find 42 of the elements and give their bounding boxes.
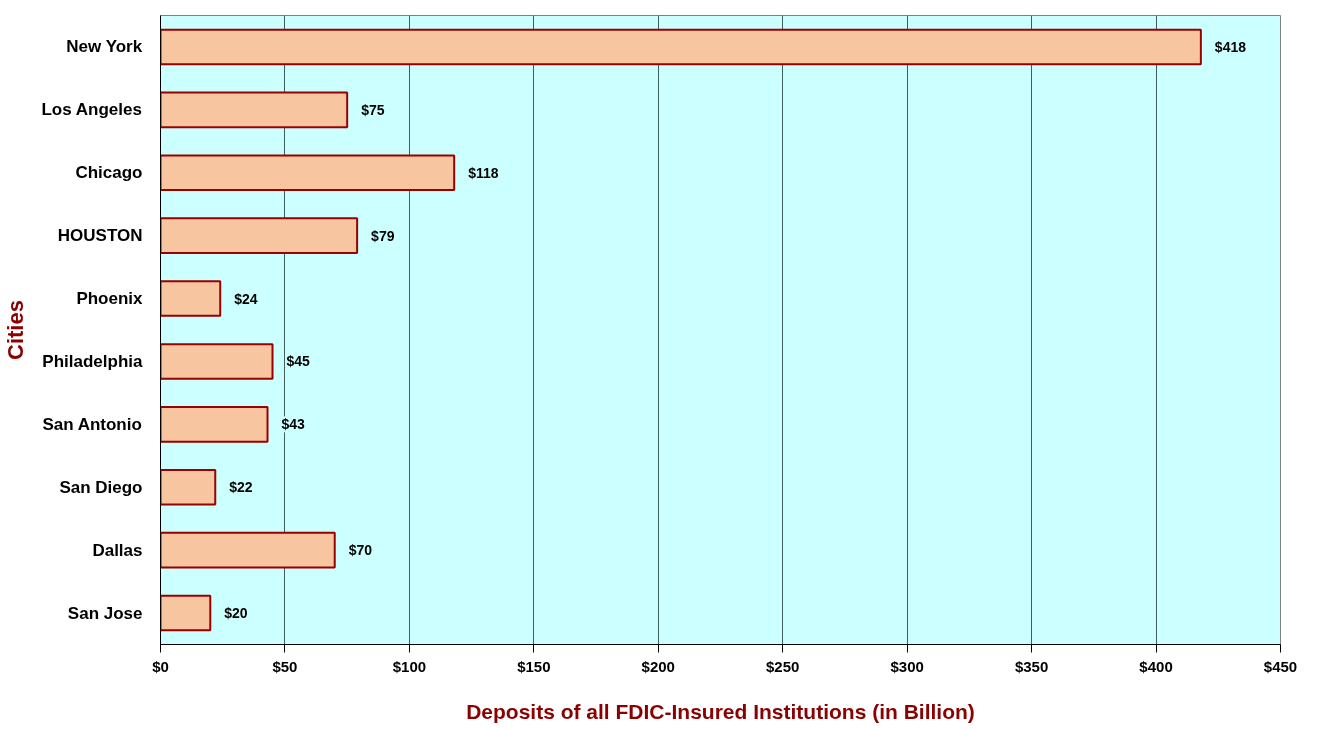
x-tick-label: $250 (766, 657, 800, 675)
bar (160, 154, 456, 192)
data-label: $43 (281, 416, 306, 433)
y-tick-label: San Jose (67, 603, 143, 623)
bar (160, 280, 222, 317)
data-label: $418 (1214, 38, 1247, 55)
x-tick-label: $0 (152, 657, 169, 675)
x-axis-title: Deposits of all FDIC-Insured Institutions (in Billion) (466, 699, 975, 723)
data-label: $22 (229, 479, 253, 496)
bar (160, 217, 359, 254)
y-tick-label: San Diego (59, 477, 143, 497)
bar (160, 531, 336, 569)
x-tick-label: $50 (272, 657, 298, 675)
x-tick-label: $200 (641, 657, 675, 675)
data-label: $24 (234, 290, 258, 307)
y-tick-label: San Antonio (42, 414, 142, 434)
x-tick-label: $450 (1263, 657, 1298, 675)
x-tick-label: $350 (1014, 657, 1049, 675)
bar (160, 468, 217, 506)
x-tick-label: $300 (890, 657, 924, 675)
bar (160, 28, 1202, 66)
bar (160, 406, 269, 443)
y-tick-label: Phoenix (76, 289, 144, 309)
data-label: $20 (224, 605, 248, 622)
y-tick-label: New York (66, 37, 143, 57)
x-tick-label: $400 (1139, 657, 1173, 675)
x-tick-label: $100 (392, 657, 427, 675)
y-axis-title: Cities (3, 300, 29, 360)
data-label: $79 (371, 227, 395, 244)
x-tick-label: $150 (517, 657, 551, 675)
y-tick-label: Philadelphia (42, 351, 144, 371)
y-tick-label: Dallas (92, 540, 143, 560)
data-label: $70 (348, 542, 373, 559)
bar (160, 343, 274, 380)
bar (160, 91, 349, 129)
data-label: $45 (286, 353, 311, 370)
data-label: $75 (361, 101, 385, 118)
y-tick-label: HOUSTON (57, 226, 143, 246)
bar (160, 594, 212, 632)
y-tick-label: Chicago (75, 163, 143, 183)
data-label: $118 (468, 164, 499, 181)
y-tick-label: Los Angeles (41, 100, 142, 120)
